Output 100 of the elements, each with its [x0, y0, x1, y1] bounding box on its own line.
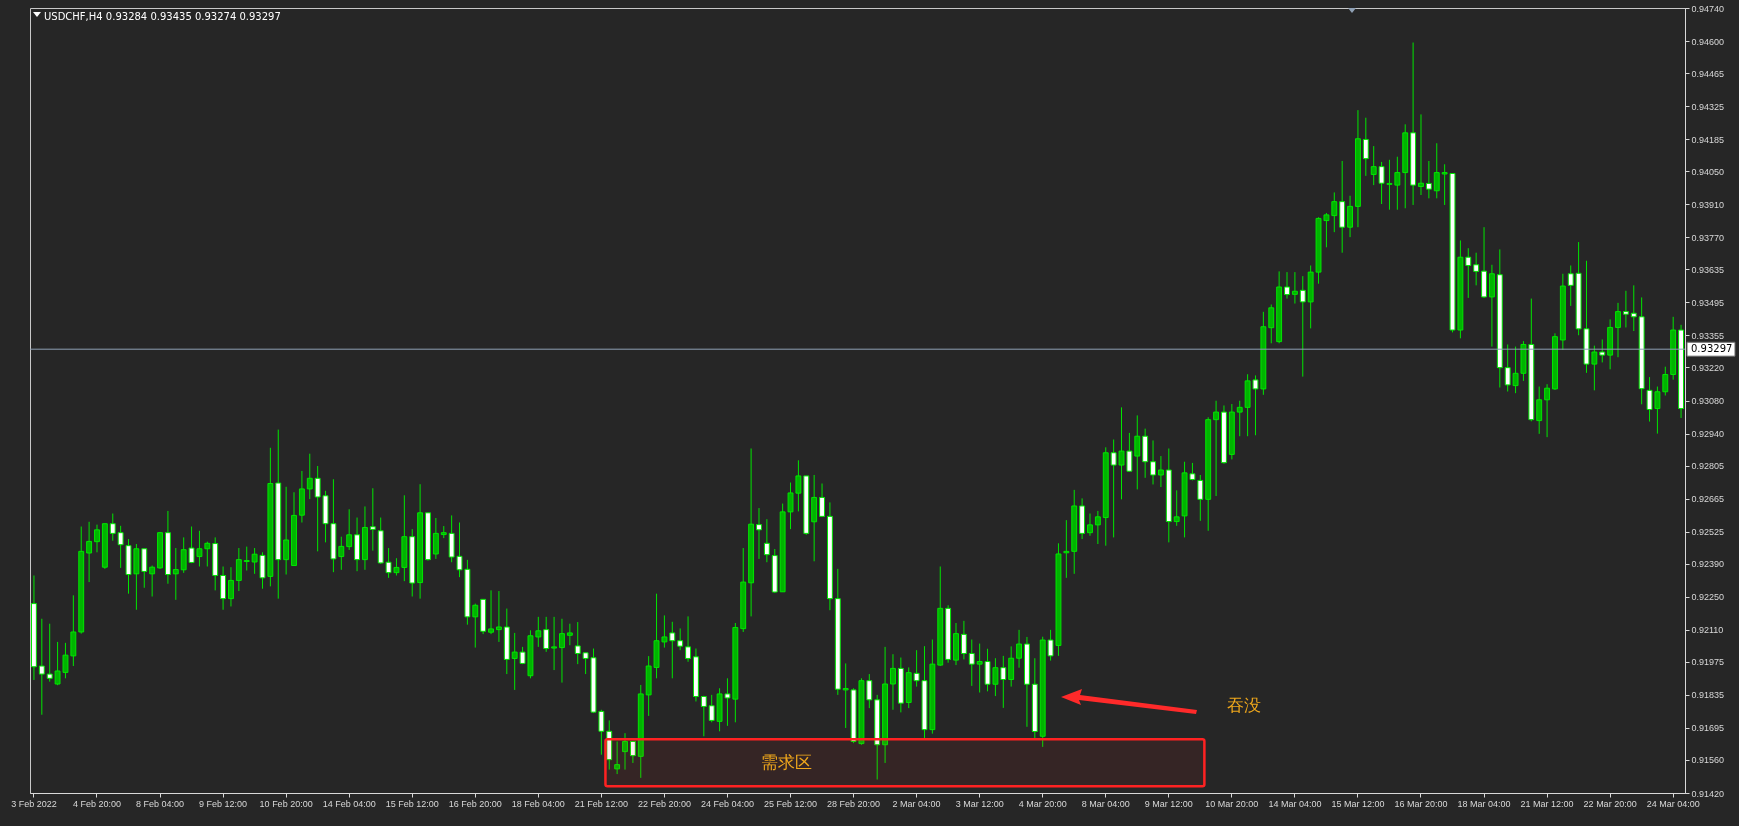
candlestick: [1284, 271, 1290, 300]
x-tick-label: 2 Mar 04:00: [892, 798, 941, 809]
candlestick: [1544, 383, 1551, 438]
x-tick-label: 25 Feb 12:00: [763, 798, 818, 809]
candlestick: [1213, 400, 1220, 497]
y-tick-label: 0.93220: [1691, 362, 1725, 373]
candlestick: [1134, 414, 1141, 490]
candlestick: [551, 616, 558, 671]
y-tick-label: 0.92665: [1691, 494, 1725, 505]
candlestick: [685, 615, 691, 663]
candlestick: [1150, 439, 1156, 485]
candlestick: [756, 507, 762, 560]
candlestick: [1063, 519, 1070, 579]
y-tick-label: 0.92940: [1691, 429, 1725, 440]
x-tick-label: 14 Feb 04:00: [322, 798, 376, 809]
candlestick: [306, 453, 313, 500]
x-tick-label: 4 Mar 20:00: [1018, 798, 1067, 809]
x-tick-label: 18 Feb 04:00: [511, 798, 565, 809]
x-tick-label: 24 Mar 04:00: [1646, 798, 1700, 809]
candlestick: [677, 627, 684, 651]
x-tick-label: 22 Feb 20:00: [637, 798, 691, 809]
candlestick: [1418, 113, 1424, 196]
x-tick-label: 24 Feb 04:00: [700, 798, 754, 809]
candlestick: [172, 547, 179, 601]
candlestick: [960, 620, 967, 660]
candlestick: [94, 524, 100, 553]
candlestick: [495, 590, 502, 643]
candlestick: [283, 486, 290, 576]
candlestick: [1362, 117, 1369, 177]
x-tick-label: 16 Mar 20:00: [1394, 798, 1448, 809]
candlestick: [1622, 290, 1629, 328]
candlestick: [1347, 195, 1353, 238]
y-tick-label: 0.91835: [1691, 690, 1725, 701]
x-tick-label: 28 Feb 20:00: [827, 798, 881, 809]
candlestick: [968, 639, 975, 687]
candlestick: [346, 508, 353, 551]
candlestick: [1236, 400, 1243, 437]
x-tick-label: 8 Feb 04:00: [136, 798, 185, 809]
candlestick: [614, 740, 621, 775]
x-tick-label: 9 Mar 12:00: [1144, 798, 1193, 809]
x-tick-label: 10 Mar 20:00: [1205, 798, 1259, 809]
candlestick: [235, 547, 242, 592]
y-tick-label: 0.94465: [1691, 68, 1725, 79]
candlestick: [1291, 271, 1298, 305]
candlestick: [38, 618, 45, 716]
y-tick-label: 0.93080: [1691, 396, 1725, 406]
y-tick-label: 0.93495: [1691, 297, 1725, 308]
y-tick-label: 0.92110: [1691, 625, 1724, 636]
y-tick-label: 0.91695: [1691, 723, 1725, 734]
candlestick: [1473, 252, 1480, 286]
y-tick-label: 0.93770: [1691, 232, 1725, 243]
candlestick: [1425, 160, 1432, 199]
candlestick: [819, 482, 825, 518]
y-tick-label: 0.91975: [1691, 657, 1725, 668]
band-label: 需求区: [761, 751, 812, 772]
candlestick: [1599, 339, 1606, 363]
y-tick-label: 0.93635: [1691, 264, 1725, 275]
candlestick: [141, 548, 148, 589]
candlestick: [1567, 264, 1574, 307]
candlestick: [488, 589, 494, 635]
candlestick: [890, 653, 896, 711]
x-tick-label: 15 Feb 12:00: [385, 798, 439, 809]
y-tick-label: 0.93910: [1691, 199, 1725, 210]
candlestick: [700, 695, 707, 737]
x-tick-label: 18 Mar 04:00: [1457, 798, 1511, 809]
y-tick-label: 0.94740: [1691, 3, 1725, 14]
x-tick-label: 15 Mar 12:00: [1331, 798, 1385, 809]
x-tick-label: 16 Feb 20:00: [448, 798, 502, 809]
x-tick-label: 10 Feb 20:00: [259, 798, 313, 809]
x-tick-label: 8 Mar 04:00: [1081, 798, 1130, 809]
candlestick: [1299, 275, 1306, 378]
candlestick: [243, 546, 250, 571]
candlestick: [559, 618, 565, 684]
candlestick: [86, 521, 93, 583]
x-tick-label: 9 Feb 12:00: [199, 798, 248, 809]
y-tick-label: 0.92525: [1691, 527, 1725, 538]
candlestick: [432, 517, 439, 560]
candlestick: [369, 487, 376, 552]
y-tick-label: 0.91420: [1691, 788, 1725, 799]
candlestick: [1087, 513, 1093, 537]
x-tick-label: 14 Mar 04:00: [1268, 798, 1322, 809]
y-tick-label: 0.92390: [1691, 559, 1725, 570]
candlestick: [228, 566, 234, 607]
candlestick: [763, 518, 770, 563]
candlestick: [1630, 284, 1637, 332]
y-tick-label: 0.94185: [1691, 134, 1725, 145]
candlestick: [543, 616, 550, 653]
x-tick-label: 4 Feb 20:00: [72, 798, 122, 809]
candlestick: [622, 732, 628, 771]
ref-line-label: 0.93297: [1691, 343, 1733, 355]
candlestick: [1465, 247, 1472, 299]
candlestick: [1268, 304, 1275, 344]
x-tick-label: 22 Mar 20:00: [1583, 798, 1637, 809]
candlestick: [629, 740, 636, 764]
candlestick: [566, 623, 573, 646]
y-tick-label: 0.94600: [1691, 36, 1725, 47]
candlestick: [1536, 386, 1543, 435]
y-tick-label: 0.94325: [1691, 101, 1725, 112]
y-tick-label: 0.92805: [1691, 461, 1725, 472]
y-tick-label: 0.94050: [1691, 166, 1725, 177]
